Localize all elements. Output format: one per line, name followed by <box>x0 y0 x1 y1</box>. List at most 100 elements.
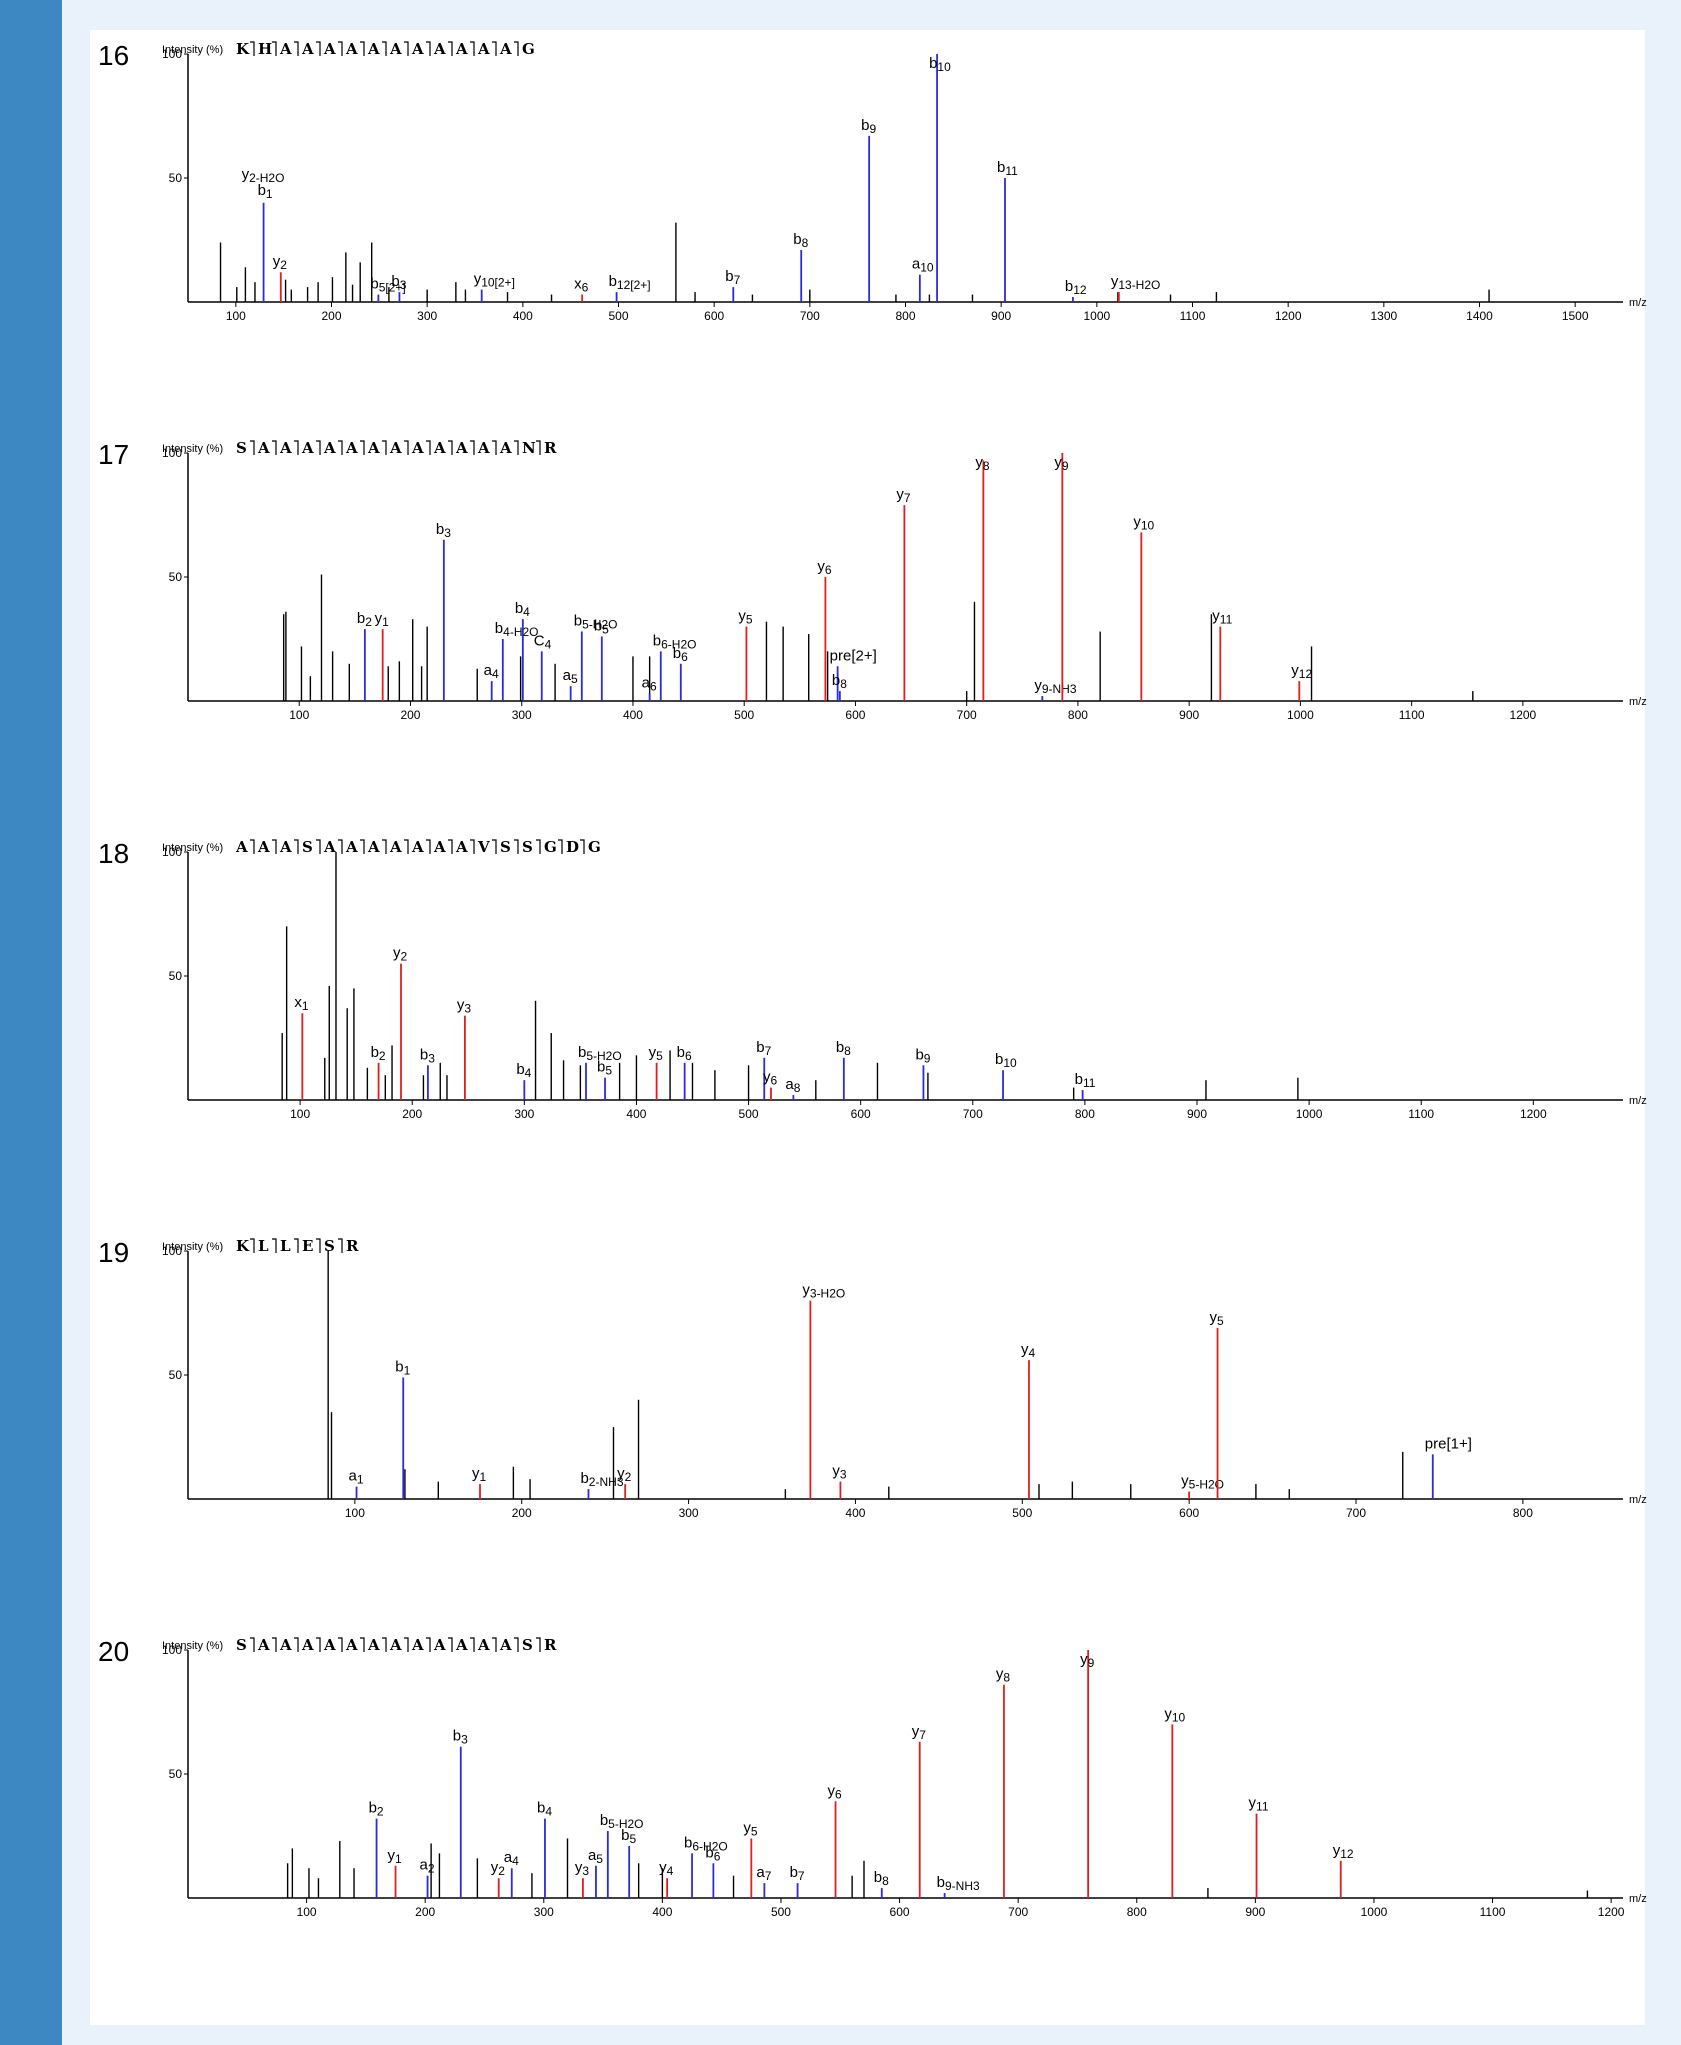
x-tick-label: 1200 <box>1520 1107 1547 1121</box>
cleavage-marker <box>426 41 431 56</box>
peak-label: y6 <box>828 1782 843 1801</box>
x-tick-label: 1100 <box>1180 309 1206 323</box>
x-tick-label: 600 <box>890 1905 910 1919</box>
sequence-residue: A <box>499 1636 512 1654</box>
peak-label: y5 <box>738 608 753 627</box>
sequence-residue: L <box>280 1237 291 1255</box>
sequence-residue: A <box>477 439 490 457</box>
peak-label: pre[2+] <box>830 647 877 664</box>
sequence-residue: A <box>477 40 490 58</box>
cleavage-marker <box>470 839 475 854</box>
cleavage-marker <box>514 41 519 56</box>
y-tick-label: 50 <box>169 570 183 584</box>
sequence-residue: A <box>345 40 358 58</box>
x-tick-label: 500 <box>739 1107 759 1121</box>
y-axis-label: Intensity (%) <box>162 443 223 455</box>
peak-label: b1 <box>395 1358 410 1377</box>
x-tick-label: 100 <box>289 708 309 722</box>
peak-label: y1 <box>472 1465 487 1484</box>
sequence-residue: A <box>367 1636 380 1654</box>
cleavage-marker <box>338 1238 343 1253</box>
x-tick-label: 600 <box>1179 1506 1199 1520</box>
peak-label: x6 <box>574 276 589 295</box>
peak-label: y5 <box>1210 1309 1225 1328</box>
sequence-residue: A <box>433 40 446 58</box>
x-axis-label: m/z <box>1629 1494 1647 1506</box>
sequence-residue: S <box>522 838 533 856</box>
peak-label: y2 <box>491 1859 506 1878</box>
sequence-residue: A <box>433 838 446 856</box>
sequence-residue: S <box>324 1237 335 1255</box>
x-tick-label: 600 <box>845 708 865 722</box>
peak-label: b1 <box>258 182 273 201</box>
cleavage-marker <box>294 41 299 56</box>
peak-label: b9 <box>915 1046 930 1065</box>
sequence-residue: A <box>345 838 358 856</box>
sequence-residue: A <box>411 40 424 58</box>
cleavage-marker <box>492 839 497 854</box>
peak-label: a1 <box>349 1468 364 1487</box>
cleavage-marker <box>316 440 321 455</box>
sequence-residue: A <box>279 439 292 457</box>
peak-label: a8 <box>785 1076 800 1095</box>
peak-label: b4 <box>537 1800 552 1819</box>
cleavage-marker <box>470 1637 475 1652</box>
x-tick-label: 500 <box>771 1905 791 1919</box>
cleavage-marker <box>250 440 255 455</box>
y-axis-label: Intensity (%) <box>162 1640 223 1652</box>
peak-label: y4 <box>1021 1341 1036 1360</box>
peak-label: b2 <box>371 1044 386 1063</box>
x-tick-label: 1000 <box>1287 708 1314 722</box>
peak-label: y11 <box>1212 608 1232 627</box>
peak-label: b6-H2O <box>684 1834 728 1853</box>
sequence-residue: R <box>346 1237 359 1255</box>
peak-label: y10[2+] <box>474 271 515 290</box>
peak-label: b5 <box>594 618 609 637</box>
peak-label: b12[2+] <box>609 273 651 292</box>
cleavage-marker <box>316 41 321 56</box>
y-axis-label: Intensity (%) <box>162 1241 223 1253</box>
peak-label: b9 <box>861 117 876 136</box>
peak-label: y9 <box>1054 454 1069 473</box>
cleavage-marker <box>294 440 299 455</box>
peak-label: y2 <box>393 945 408 964</box>
x-tick-label: 1100 <box>1399 708 1425 722</box>
peak-label: y7 <box>912 1723 927 1742</box>
peak-label: b6 <box>673 645 688 664</box>
cleavage-marker <box>338 839 343 854</box>
sequence-residue: D <box>566 838 579 856</box>
x-tick-label: 100 <box>297 1905 317 1919</box>
sequence-residue: G <box>522 40 535 58</box>
cleavage-marker <box>404 440 409 455</box>
peak-label: a5 <box>563 667 578 686</box>
cleavage-marker <box>250 839 255 854</box>
sequence-residue: A <box>367 40 380 58</box>
x-tick-label: 400 <box>845 1506 865 1520</box>
sequence-residue: A <box>279 40 292 58</box>
sequence-residue: A <box>411 838 424 856</box>
peak-label: b10 <box>995 1051 1017 1070</box>
peak-label: y4 <box>659 1859 674 1878</box>
cleavage-marker <box>404 839 409 854</box>
sequence-residue: R <box>544 439 557 457</box>
sequence-residue: A <box>257 439 270 457</box>
cleavage-marker <box>382 839 387 854</box>
cleavage-marker <box>448 1637 453 1652</box>
peak-label: b7 <box>790 1864 805 1883</box>
x-tick-label: 100 <box>345 1506 365 1520</box>
sequence-residue: S <box>522 1636 533 1654</box>
x-tick-label: 900 <box>1245 1905 1265 1919</box>
x-tick-label: 1000 <box>1361 1905 1388 1919</box>
peak-label: b2-NH3 <box>580 1470 623 1489</box>
left-accent-bar <box>0 0 62 2045</box>
cleavage-marker <box>448 839 453 854</box>
cleavage-marker <box>470 41 475 56</box>
sequence-residue: K <box>236 40 250 58</box>
panel-number: 18 <box>98 838 130 869</box>
x-tick-label: 300 <box>534 1905 554 1919</box>
peak-label: y9-NH3 <box>1034 677 1077 696</box>
x-tick-label: 200 <box>415 1905 435 1919</box>
